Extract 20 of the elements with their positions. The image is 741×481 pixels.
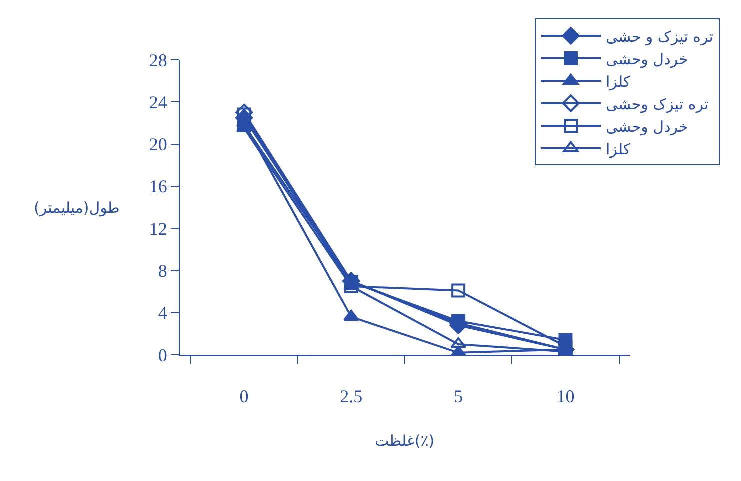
x-axis-title: غلظت(٪): [375, 432, 435, 450]
y-tick-label: 12: [149, 218, 168, 239]
y-tick-label: 28: [149, 50, 168, 70]
legend-label: کلزا: [606, 140, 632, 158]
legend-label: تره تیزک وحشی: [606, 95, 709, 114]
legend-label: کلزا: [606, 72, 632, 91]
legend-label: خردل وحشی: [606, 50, 688, 68]
y-tick-label: 20: [149, 134, 168, 155]
legend-label: خردل وحشی: [606, 118, 688, 136]
x-tick-label: 0: [240, 386, 249, 407]
y-axis-title: طول(میلیمتر): [34, 199, 120, 217]
x-tick-label: 10: [556, 386, 575, 407]
y-tick-label: 24: [149, 92, 168, 112]
y-tick-label: 8: [158, 261, 168, 282]
x-tick-label: 5: [454, 386, 464, 407]
y-tick-label: 16: [149, 176, 168, 197]
x-tick-label: 2.5: [340, 386, 363, 407]
y-tick-label: 4: [158, 303, 168, 324]
y-tick-label: 0: [158, 345, 168, 366]
legend-label: تره تیزک و حشی: [606, 28, 714, 46]
